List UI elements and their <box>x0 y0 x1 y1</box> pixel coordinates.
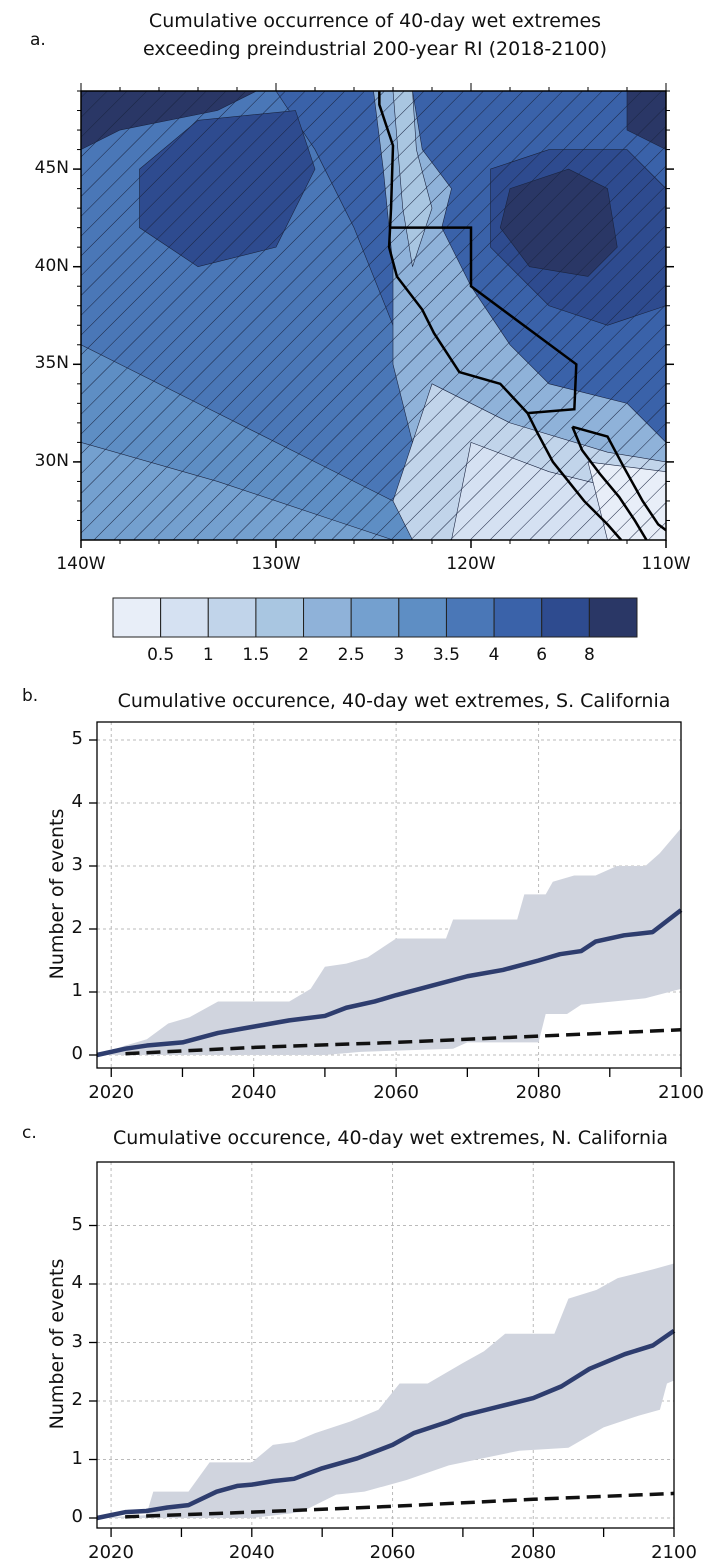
y-tick-label: 1 <box>71 980 83 1001</box>
colorbar-swatch <box>303 597 352 638</box>
x-tick-label: 2080 <box>510 1542 557 1563</box>
y-tick-label: 1 <box>71 1447 83 1469</box>
lon-tick-label: 110W <box>641 554 691 574</box>
y-tick-label: 2 <box>71 1389 83 1410</box>
map-panel <box>73 83 674 548</box>
y-tick-label: 0 <box>71 1043 83 1064</box>
ensemble-range-band <box>97 828 681 1055</box>
panel-a-label: a. <box>30 30 46 50</box>
colorbar <box>112 597 638 638</box>
x-tick-label: 2100 <box>651 1542 697 1563</box>
x-tick-label: 2020 <box>88 1542 134 1563</box>
ensemble-mean-line <box>96 1328 676 1521</box>
colorbar-label: 1.5 <box>242 645 270 665</box>
plot-frame <box>96 721 682 1069</box>
colorbar-label: 1 <box>202 645 214 665</box>
colorbar-label: 2.5 <box>337 645 365 665</box>
colorbar-label: 8 <box>583 645 595 665</box>
colorbar-label: 6 <box>536 645 548 665</box>
preindustrial-expected-line <box>125 1028 682 1056</box>
panel-label: c. <box>22 1123 37 1143</box>
lon-tick-label: 140W <box>56 554 106 574</box>
map-title-line1: Cumulative occurrence of 40-day wet extr… <box>148 10 602 32</box>
lat-tick-label: 30N <box>34 450 69 471</box>
lon-tick-label: 120W <box>446 554 496 574</box>
x-tick-label: 2060 <box>373 1082 420 1103</box>
lat-tick-label: 40N <box>34 255 69 276</box>
y-axis-label: Number of events <box>46 1258 68 1430</box>
chart-title: Cumulative occurence, 40-day wet extreme… <box>117 690 671 712</box>
colorbar-label: 3.5 <box>432 645 460 665</box>
preindustrial-expected-line <box>125 1491 675 1519</box>
y-tick-label: 5 <box>71 728 83 749</box>
colorbar-swatch <box>112 597 162 638</box>
colorbar-label: 2 <box>298 645 309 665</box>
x-tick-label: 2060 <box>369 1542 416 1563</box>
map-title-line2: exceeding preindustrial 200-year RI (201… <box>143 38 607 60</box>
colorbar-swatch <box>493 597 543 638</box>
map-fill <box>81 91 666 540</box>
chart-title: Cumulative occurence, 40-day wet extreme… <box>113 1127 668 1149</box>
panel-label: b. <box>22 686 39 706</box>
colorbar-swatch <box>398 597 447 638</box>
y-tick-label: 3 <box>71 1330 83 1352</box>
x-tick-label: 2040 <box>230 1082 277 1103</box>
y-tick-label: 4 <box>71 791 83 812</box>
lat-tick-label: 35N <box>34 353 69 374</box>
colorbar-swatch <box>207 597 257 638</box>
y-tick-label: 2 <box>71 917 83 938</box>
state-borders <box>389 226 578 415</box>
coastline-mainland-mexico <box>572 425 666 532</box>
coastline-baja-gulf <box>571 426 648 540</box>
lat-tick-label: 45N <box>34 158 69 179</box>
ensemble-mean-line <box>96 908 683 1058</box>
colorbar-label: 3 <box>393 645 405 665</box>
y-tick-label: 0 <box>71 1506 83 1527</box>
y-tick-label: 3 <box>71 854 83 875</box>
y-tick-label: 5 <box>71 1213 83 1235</box>
lon-tick-label: 130W <box>251 554 301 574</box>
colorbar-label: 4 <box>488 645 500 665</box>
x-tick-label: 2080 <box>515 1082 562 1103</box>
x-tick-label: 2100 <box>658 1082 704 1103</box>
ensemble-range-band <box>97 1263 674 1518</box>
x-tick-label: 2020 <box>88 1082 135 1103</box>
x-tick-label: 2040 <box>228 1542 275 1563</box>
coastline-pacific <box>378 91 623 540</box>
map-frame <box>80 90 667 541</box>
y-tick-label: 4 <box>71 1272 83 1293</box>
colorbar-label: 0.5 <box>147 645 175 665</box>
significance-hatching <box>81 91 666 540</box>
plot-frame <box>96 1161 675 1529</box>
colorbar-swatch <box>350 597 400 638</box>
colorbar-swatch <box>588 597 638 638</box>
